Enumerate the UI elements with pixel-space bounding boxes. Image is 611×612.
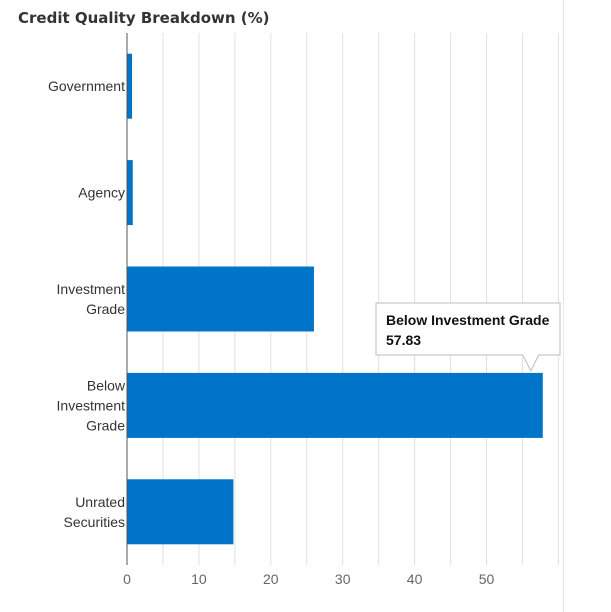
category-label-investment-grade-line-1: Grade bbox=[86, 301, 125, 317]
category-label-below-investment-grade-line-1: Investment bbox=[57, 397, 126, 413]
x-tick-labels: 0 10 20 30 40 50 bbox=[123, 571, 494, 587]
bar-investment-grade[interactable] bbox=[127, 266, 314, 332]
bar-unrated-securities[interactable] bbox=[127, 479, 234, 545]
x-tick-50: 50 bbox=[479, 571, 495, 587]
x-tick-20: 20 bbox=[263, 571, 279, 587]
chart-title: Credit Quality Breakdown (%) bbox=[18, 9, 270, 27]
category-label-unrated-securities-line-1: Securities bbox=[64, 514, 125, 530]
x-tick-10: 10 bbox=[191, 571, 207, 587]
x-tick-0: 0 bbox=[123, 571, 131, 587]
category-label-below-investment-grade-line-0: Below bbox=[87, 377, 126, 393]
tooltip-box bbox=[375, 302, 561, 373]
category-labels: Government Agency Investment Grade Below Inve… bbox=[48, 78, 126, 530]
tooltip-value: 57.83 bbox=[386, 332, 421, 348]
panel-divider bbox=[563, 0, 564, 612]
tooltip: Below Investment Grade 57.83 bbox=[375, 302, 561, 373]
bar-below-investment-grade[interactable] bbox=[127, 372, 543, 438]
x-tick-40: 40 bbox=[407, 571, 423, 587]
bar-government[interactable] bbox=[127, 53, 133, 119]
bar-agency[interactable] bbox=[127, 160, 133, 226]
bars-group bbox=[127, 53, 543, 545]
category-label-investment-grade-line-0: Investment bbox=[57, 281, 126, 297]
tooltip-category: Below Investment Grade bbox=[386, 312, 550, 328]
category-label-government-line-0: Government bbox=[48, 78, 125, 94]
category-label-unrated-securities-line-0: Unrated bbox=[75, 494, 125, 510]
category-label-agency-line-0: Agency bbox=[78, 185, 125, 201]
category-label-below-investment-grade-line-2: Grade bbox=[86, 417, 125, 433]
x-tick-30: 30 bbox=[335, 571, 351, 587]
